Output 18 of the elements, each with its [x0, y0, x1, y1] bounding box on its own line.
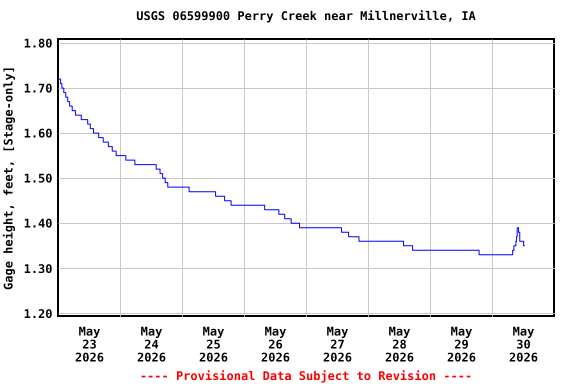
- y-tick-label: 1.70: [24, 82, 52, 96]
- y-tick-label: 1.20: [24, 306, 52, 321]
- x-tick-label: May 29 2026: [447, 324, 476, 364]
- x-tick-label: May 23 2026: [75, 324, 104, 364]
- chart-title: USGS 06599900 Perry Creek near Millnerville, IA: [136, 9, 477, 24]
- x-tick-label: May 27 2026: [323, 324, 352, 364]
- y-tick-label: 1.60: [24, 126, 52, 141]
- x-tick-label: May 30 2026: [509, 324, 538, 364]
- text: ---- Provisional Data Subject to Revision ----: [140, 369, 472, 383]
- x-tick-label: May 26 2026: [261, 324, 290, 364]
- y-tick-label: 1.40: [24, 216, 52, 231]
- y-tick-label: 1.30: [24, 262, 52, 276]
- x-tick-label: May 25 2026: [199, 324, 228, 364]
- y-tick-label: 1.50: [24, 172, 52, 186]
- y-axis-title: Gage height, feet, [Stage-only]: [2, 66, 16, 290]
- x-tick-label: May 24 2026: [137, 324, 166, 364]
- x-tick-label: May 28 2026: [385, 324, 414, 364]
- y-tick-label: 1.80: [24, 36, 52, 51]
